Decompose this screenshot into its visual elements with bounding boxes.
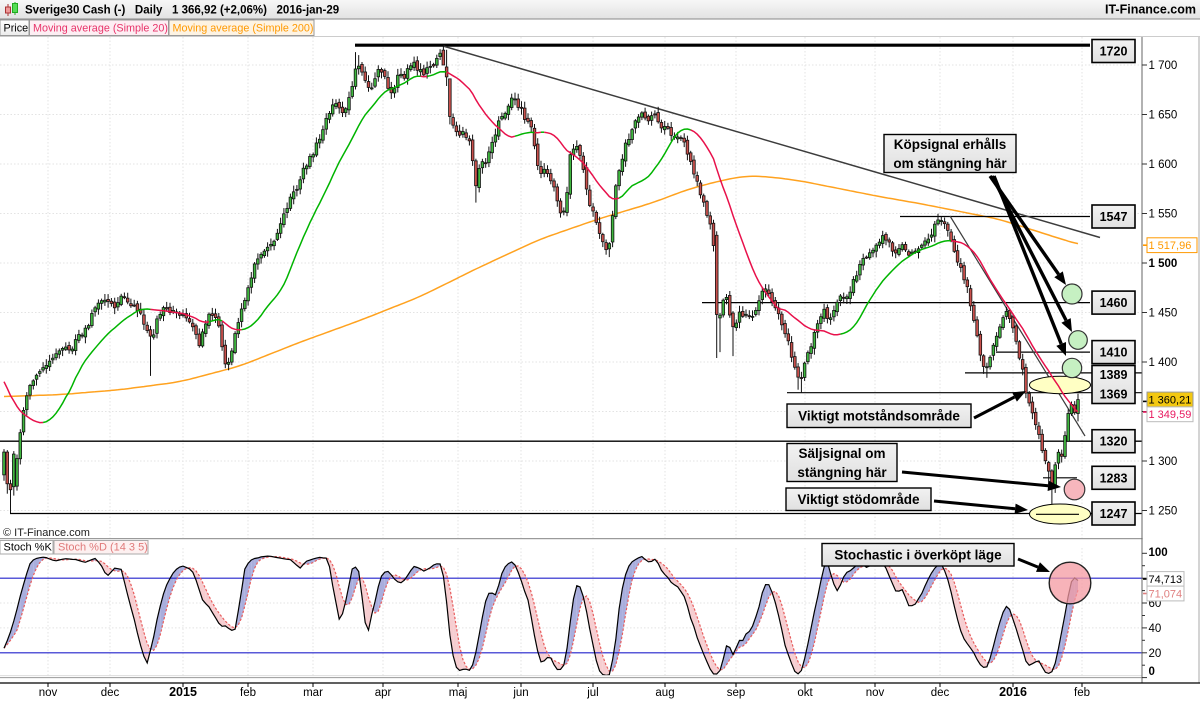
svg-text:1 300: 1 300 bbox=[1149, 456, 1178, 468]
svg-text:1 349,59: 1 349,59 bbox=[1149, 409, 1192, 421]
svg-text:1460: 1460 bbox=[1100, 296, 1128, 310]
svg-text:Sverige30 Cash (-) Daily 1: Sverige30 Cash (-) Daily 1 366,92 (+2,06… bbox=[25, 5, 339, 17]
svg-text:om stängning här: om stängning här bbox=[893, 156, 1007, 171]
svg-text:Moving average (Simple 20): Moving average (Simple 20) bbox=[33, 23, 168, 35]
svg-text:feb: feb bbox=[240, 687, 256, 699]
svg-text:0: 0 bbox=[1149, 666, 1155, 678]
svg-text:1 360,21: 1 360,21 bbox=[1149, 394, 1192, 406]
svg-text:© IT-Finance.com: © IT-Finance.com bbox=[3, 527, 90, 539]
svg-text:2015: 2015 bbox=[169, 685, 197, 699]
svg-text:1 500: 1 500 bbox=[1149, 258, 1178, 270]
svg-text:1410: 1410 bbox=[1100, 346, 1128, 360]
svg-text:1 400: 1 400 bbox=[1149, 357, 1178, 369]
svg-text:apr: apr bbox=[375, 687, 392, 699]
svg-text:74,713: 74,713 bbox=[1149, 574, 1183, 586]
svg-text:feb: feb bbox=[1074, 687, 1090, 699]
svg-text:1 550: 1 550 bbox=[1149, 209, 1178, 221]
svg-text:Viktigt motståndsområde: Viktigt motståndsområde bbox=[798, 409, 960, 424]
svg-text:100: 100 bbox=[1149, 547, 1168, 559]
svg-text:20: 20 bbox=[1149, 648, 1162, 660]
svg-text:Köpsignal erhålls: Köpsignal erhålls bbox=[894, 137, 1007, 152]
svg-text:1283: 1283 bbox=[1100, 471, 1128, 485]
svg-text:1 600: 1 600 bbox=[1149, 159, 1178, 171]
svg-text:1369: 1369 bbox=[1100, 388, 1128, 402]
svg-text:stängning här: stängning här bbox=[797, 465, 887, 480]
svg-text:1720: 1720 bbox=[1100, 45, 1128, 59]
svg-text:maj: maj bbox=[449, 687, 468, 699]
svg-text:1247: 1247 bbox=[1100, 507, 1128, 521]
svg-text:1 650: 1 650 bbox=[1149, 110, 1178, 122]
svg-text:Stoch %K: Stoch %K bbox=[4, 542, 53, 554]
svg-text:nov: nov bbox=[39, 687, 58, 699]
svg-text:mar: mar bbox=[303, 687, 323, 699]
svg-text:Säljsignal om: Säljsignal om bbox=[798, 446, 885, 461]
svg-text:Stochastic i överköpt läge: Stochastic i överköpt läge bbox=[834, 548, 1002, 563]
svg-text:40: 40 bbox=[1149, 623, 1162, 635]
svg-text:aug: aug bbox=[655, 687, 674, 699]
svg-text:Stoch %D (14 3 5): Stoch %D (14 3 5) bbox=[58, 542, 148, 554]
svg-text:okt: okt bbox=[797, 687, 813, 699]
svg-text:Viktigt stödområde: Viktigt stödområde bbox=[797, 492, 920, 507]
svg-text:Moving average (Simple 200): Moving average (Simple 200) bbox=[173, 23, 314, 35]
svg-text:71,074: 71,074 bbox=[1149, 588, 1183, 600]
svg-text:dec: dec bbox=[101, 687, 120, 699]
svg-text:Price: Price bbox=[4, 23, 29, 35]
svg-text:1 517,96: 1 517,96 bbox=[1149, 240, 1192, 252]
svg-text:dec: dec bbox=[931, 687, 950, 699]
svg-text:1 700: 1 700 bbox=[1149, 60, 1178, 72]
svg-text:1 450: 1 450 bbox=[1149, 308, 1178, 320]
svg-text:sep: sep bbox=[727, 687, 746, 699]
svg-text:1 250: 1 250 bbox=[1149, 506, 1178, 518]
svg-text:2016: 2016 bbox=[999, 685, 1027, 699]
svg-text:nov: nov bbox=[866, 687, 885, 699]
svg-text:1547: 1547 bbox=[1100, 210, 1128, 224]
svg-text:1320: 1320 bbox=[1100, 435, 1128, 449]
svg-text:1389: 1389 bbox=[1100, 368, 1128, 382]
svg-text:IT-Finance.com: IT-Finance.com bbox=[1105, 3, 1196, 17]
svg-text:jul: jul bbox=[586, 687, 599, 699]
svg-text:jun: jun bbox=[512, 687, 528, 699]
